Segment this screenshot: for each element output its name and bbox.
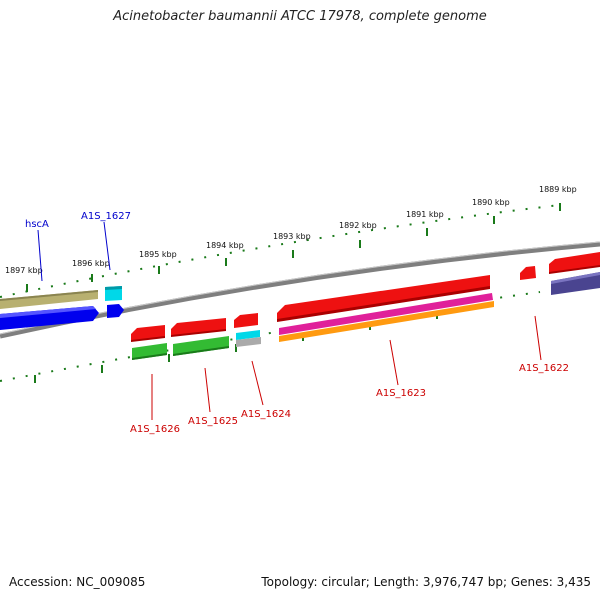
- genome-summary: Topology: circular; Length: 3,976,747 bp…: [261, 575, 591, 589]
- tick-label: 1894 kbp: [206, 241, 244, 250]
- leader-A1S-1624: [251, 360, 264, 406]
- gene-red-1623[interactable]: [277, 275, 490, 321]
- leader-hscA: [37, 229, 43, 282]
- genome-backbone: [0, 241, 600, 339]
- gene-cyan-1624[interactable]: [236, 330, 260, 340]
- gene-A1S-1627[interactable]: [107, 304, 124, 318]
- gene-gray-1624[interactable]: [236, 337, 261, 347]
- gene-label-hsca[interactable]: hscA: [25, 219, 49, 230]
- gene-label-a1s-1622[interactable]: A1S_1622: [519, 363, 569, 374]
- gene-olive[interactable]: [0, 290, 98, 309]
- leader-A1S-1623: [389, 339, 399, 386]
- gene-hscA-highlight: [0, 306, 96, 318]
- tick-label: 1893 kbp: [273, 232, 311, 241]
- gene-navy-right[interactable]: [551, 272, 600, 295]
- gene-red-1623-shade: [277, 286, 490, 322]
- leader-A1S-1622: [534, 315, 542, 361]
- gene-red-right-shade: [549, 265, 600, 274]
- gene-green-1625[interactable]: [173, 336, 229, 356]
- tick-label: 1892 kbp: [339, 221, 377, 230]
- leader-A1S-1625: [204, 367, 211, 413]
- upper-ticks-group: [0, 204, 561, 298]
- gene-green-1625-shade: [173, 346, 229, 356]
- tick-label: 1895 kbp: [139, 250, 177, 259]
- label-leaders: [37, 221, 542, 420]
- upper-tick-track: [0, 204, 561, 298]
- gene-cyan-shade: [105, 286, 122, 290]
- map-title: Acinetobacter baumannii ATCC 17978, comp…: [113, 9, 487, 24]
- gene-olive-shade: [0, 290, 98, 301]
- leader-A1S-1627: [103, 221, 111, 271]
- reverse-strand-genes: [131, 252, 600, 360]
- gene-red-1624[interactable]: [234, 313, 258, 328]
- gene-red-1626-shade: [131, 336, 165, 342]
- gene-label-a1s-1626[interactable]: A1S_1626: [130, 424, 180, 435]
- accession-label: Accession: NC_009085: [9, 575, 146, 589]
- tick-label: 1889 kbp: [539, 185, 577, 194]
- gene-label-a1s-1625[interactable]: A1S_1625: [188, 416, 238, 427]
- gene-magenta-1623[interactable]: [279, 293, 493, 335]
- tick-label: 1891 kbp: [406, 210, 444, 219]
- gene-red-1625-shade: [171, 329, 226, 337]
- forward-strand-genes: [0, 286, 124, 330]
- tick-label: 1890 kbp: [472, 198, 510, 207]
- gene-label-a1s-1627[interactable]: A1S_1627: [81, 211, 131, 222]
- major-ticks-upper: [26, 203, 561, 292]
- tick-labels-group: 1897 kbp 1896 kbp 1895 kbp 1894 kbp 1893 kbp…: [5, 185, 577, 275]
- tick-label: 1897 kbp: [5, 266, 43, 275]
- lower-tick-track: [0, 291, 541, 382]
- gene-label-a1s-1624[interactable]: A1S_1624: [241, 409, 291, 420]
- gene-orange-1623[interactable]: [279, 301, 494, 342]
- gene-red-1622[interactable]: [520, 266, 536, 280]
- gene-label-a1s-1623[interactable]: A1S_1623: [376, 388, 426, 399]
- gene-green-1626-shade: [132, 353, 167, 360]
- gene-navy-right-highlight: [551, 272, 600, 284]
- tick-label: 1896 kbp: [72, 259, 110, 268]
